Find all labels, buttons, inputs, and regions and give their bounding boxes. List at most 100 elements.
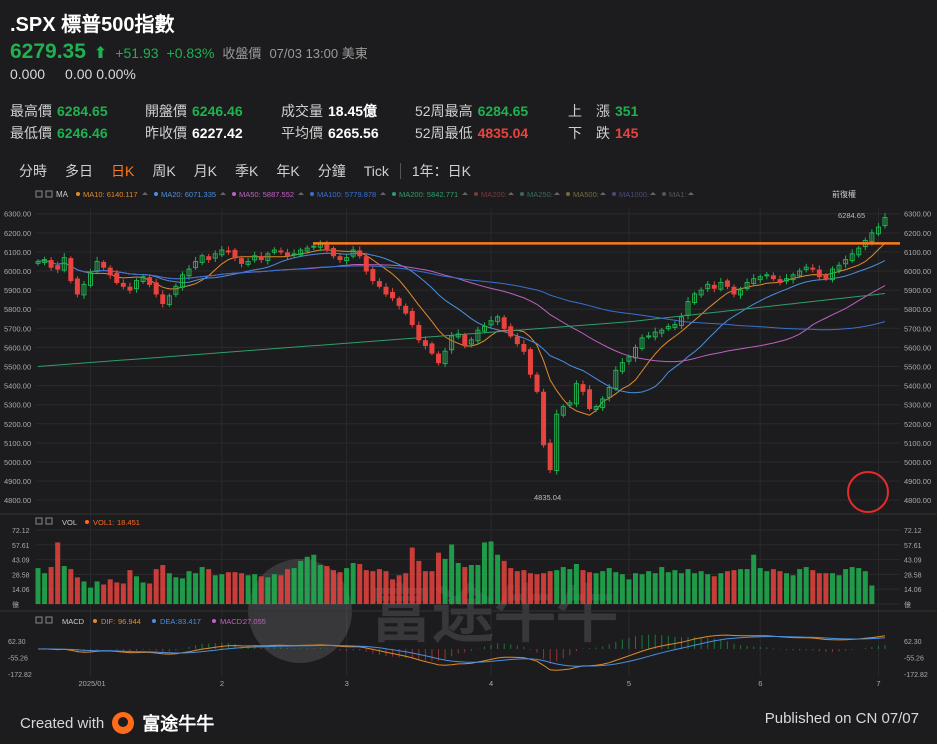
candle-body [127, 286, 133, 291]
candle-body [619, 362, 625, 372]
volume-bar [68, 569, 74, 604]
candle-body [370, 268, 376, 282]
volume-bar [514, 571, 520, 604]
volume-bar [298, 560, 304, 604]
price-tick-label: 6100.00 [904, 248, 931, 257]
candle-body [311, 245, 317, 248]
stat-value: 6284.65 [57, 103, 108, 119]
tab-weekly-k[interactable]: 周K [152, 163, 176, 179]
candle-body [258, 256, 264, 261]
ma-dot-icon [474, 192, 478, 196]
price-tick-label: 4800.00 [4, 496, 31, 505]
candle-body [35, 260, 41, 264]
tab-multi-day[interactable]: 多日 [65, 163, 93, 179]
volume-bar [757, 568, 763, 604]
tab-tick[interactable]: Tick [363, 163, 389, 179]
volume-bar [48, 567, 54, 604]
futu-logo-icon [112, 712, 135, 734]
tab-daily-k[interactable]: 日K [111, 163, 135, 179]
volume-bar [672, 570, 678, 604]
price-axis-right: 6300.00 6200.00 6100.00 6000.00 5900.00 5800.… [904, 210, 931, 505]
candle-body [810, 267, 816, 270]
volume-bar [639, 574, 645, 604]
candle-body [68, 258, 74, 282]
stat-avg: 平均價 6265.56 [281, 123, 379, 143]
candle-body [186, 268, 192, 277]
tab-range-selector[interactable]: 1年：日K [411, 163, 471, 179]
ma-item-label: MA50: 5887.552 [239, 190, 294, 199]
price-tick-label: 5100.00 [4, 439, 31, 448]
volume-bar [475, 565, 481, 604]
volume-bar [685, 569, 691, 604]
candle-body [61, 257, 67, 271]
tab-quarterly-k[interactable]: 季K [235, 163, 259, 179]
candle-body [225, 250, 231, 253]
candle-body [764, 274, 770, 277]
stat-label: 開盤價 [145, 103, 187, 119]
volume-bar [632, 573, 638, 604]
ext-change: 0.00 0.00% [65, 66, 136, 82]
candle-body [475, 329, 481, 342]
candle-body [639, 337, 645, 349]
vol-tick-label: 28.58 [12, 572, 30, 579]
volume-bar [718, 573, 724, 604]
highlight-circle [847, 471, 889, 513]
x-tick-label: 2 [220, 679, 224, 688]
created-label: Created with [20, 714, 105, 732]
ma-item-label: MA100: 5779.878 [317, 190, 376, 199]
candle-body [554, 413, 560, 472]
volume-bar [232, 572, 238, 604]
macd-axis-right: 62.30 -55.26 -172.82 [904, 639, 928, 679]
price-tick-label: 5300.00 [904, 401, 931, 410]
ma-dot-icon [154, 192, 158, 196]
ma-dot-icon [612, 192, 616, 196]
tab-minute[interactable]: 分鐘 [317, 163, 346, 179]
dea-label: DEA: [160, 617, 178, 626]
candle-body [738, 289, 744, 296]
chevron-icon [600, 192, 606, 195]
volume-bar [784, 573, 790, 604]
candle-body [173, 285, 179, 295]
stat-prev-close: 昨收價 6227.42 [145, 123, 243, 143]
tab-intraday[interactable]: 分時 [19, 163, 47, 179]
candle-body [777, 279, 783, 283]
candle-body [580, 384, 586, 392]
price-tick-label: 5600.00 [904, 343, 931, 352]
volume-bar [744, 569, 750, 604]
volume-bar [587, 572, 593, 604]
price-tick-label: 4800.00 [904, 496, 931, 505]
candle-body [481, 325, 487, 332]
candle-body [652, 331, 658, 338]
macd-tick-label: -172.82 [904, 672, 928, 679]
candle-body [422, 340, 428, 346]
candle-body [179, 274, 185, 288]
ma-item-label: MA20: 6071.335 [161, 190, 216, 199]
stat-value: 6246.46 [192, 103, 243, 119]
tab-monthly-k[interactable]: 月K [193, 163, 218, 179]
vol-tick-label: 14.06 [12, 587, 30, 594]
volume-bar [770, 569, 776, 604]
tab-yearly-k[interactable]: 年K [276, 163, 300, 179]
candle-body [784, 278, 790, 282]
candle-body [606, 387, 612, 398]
volume-bar [74, 577, 80, 604]
price-tick-label: 6200.00 [904, 229, 931, 238]
candle-body [836, 264, 842, 271]
stat-52w-low: 52周最低 4835.04 [415, 123, 528, 143]
stat-label: 最高價 [10, 103, 52, 119]
volume-bar [278, 575, 284, 604]
volume-bar [836, 575, 842, 604]
volume-bar [678, 573, 684, 604]
volume-bar [843, 569, 849, 604]
candle-body [711, 284, 717, 289]
ma200-line [37, 293, 886, 367]
volume-bar [370, 571, 376, 604]
tab-divider [399, 163, 401, 179]
candle-body [81, 283, 87, 296]
macd-pane [37, 634, 886, 671]
volume-bar [383, 571, 389, 604]
page-title: .SPX 標普500指數 [10, 14, 175, 36]
volume-bar [186, 571, 192, 604]
candlestick-chart[interactable]: MA 前復權 MA10: 6140.117 MA20: 6071.335 MA50:… [0, 186, 937, 694]
candle-body [101, 261, 107, 268]
